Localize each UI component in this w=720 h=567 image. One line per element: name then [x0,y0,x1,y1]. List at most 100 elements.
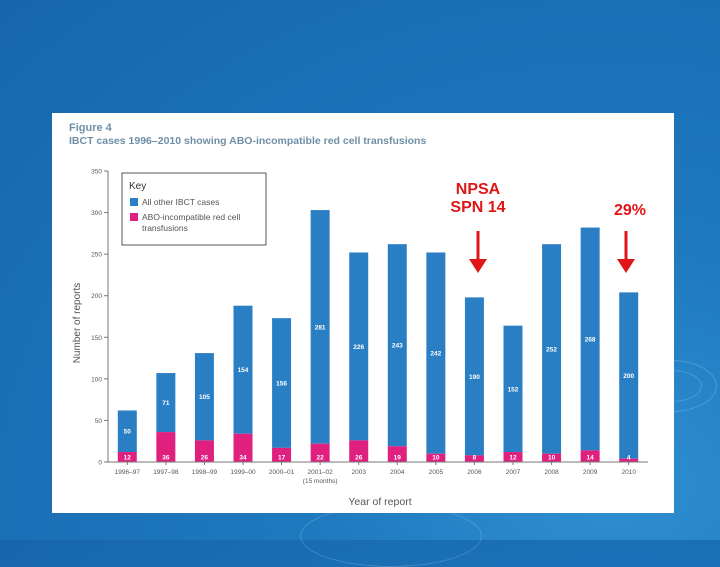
y-tick-label: 150 [91,335,102,342]
bar-abo-incompatible [117,452,137,462]
legend-entry-abo: ABO-incompatible red cell transfusions [142,212,243,233]
data-label-other: 281 [315,324,326,331]
y-axis-label: Number of reports [72,283,83,364]
legend-swatch-abo [130,213,138,221]
legend-box [121,172,267,246]
bar-other-ibct [272,318,292,448]
data-label-abo: 12 [509,455,517,462]
legend-title: Key [129,181,146,192]
data-label-other: 252 [546,346,557,353]
data-label-other: 226 [353,344,364,351]
bar-other-ibct [117,410,137,453]
x-tick-label: 1996–97 [115,469,141,476]
bar-abo-incompatible [580,450,600,462]
bar-abo-incompatible [310,443,330,462]
bar-abo-incompatible [542,453,562,462]
data-label-other: 154 [238,367,249,374]
figure-title: IBCT cases 1996–2010 showing ABO-incompa… [69,135,427,147]
data-label-abo: 10 [548,455,556,462]
data-label-other: 243 [392,343,403,350]
data-label-other: 268 [585,336,596,343]
data-label-abo: 14 [587,455,595,462]
data-label-abo: 36 [162,455,170,462]
bar-other-ibct [194,353,214,441]
percent-arrow [617,231,635,273]
data-label-abo: 10 [432,455,440,462]
bar-abo-incompatible [272,447,292,462]
bar-abo-incompatible [349,440,369,462]
data-label-abo: 22 [317,455,325,462]
x-tick-label: 2001–02 [307,469,333,476]
y-tick-label: 250 [91,252,102,259]
bars: 50 12 71 36 105 26 154 34 156 17 281 22 226 26 243 19 24… [117,210,639,462]
x-tick-note: (15 months) [303,478,338,485]
x-tick-label: 2000–01 [269,469,295,476]
percent-annotation: 29% [613,202,647,219]
bar-other-ibct [349,252,369,441]
data-label-abo: 19 [394,455,402,462]
x-axis: 1996–97 1997–98 1998–99 1999–00 2000–01 2001–… [108,461,648,485]
x-tick-label: 1998–99 [192,469,218,476]
y-tick-label: 50 [95,418,103,425]
data-label-other: 105 [199,394,210,401]
x-tick-label: 2007 [506,469,521,476]
bar-other-ibct [464,297,484,456]
bar-other-ibct [619,292,639,459]
bar-abo-incompatible [503,452,523,462]
data-label-other: 152 [508,386,519,393]
bar-abo-incompatible [387,446,407,462]
bar-other-ibct [580,227,600,451]
y-axis: 0 50 100 150 200 250 300 350 [91,169,109,467]
data-label-abo: 12 [124,455,132,462]
stacked-bar-chart: 0 50 100 150 200 250 300 350 50 12 71 36 105 26 154 34… [72,169,648,508]
x-tick-label: 2003 [351,469,366,476]
bar-other-ibct [503,325,523,453]
bar-other-ibct [426,252,446,454]
bar-abo-incompatible [156,432,176,462]
bar-abo-incompatible [426,453,446,462]
legend-entry-abo-line2: transfusions [142,223,188,233]
figure-panel: Figure 4 IBCT cases 1996–2010 showing AB… [52,113,674,513]
x-tick-label: 2004 [390,469,405,476]
npsa-annotation: NPSA SPN 14 [438,181,518,217]
bar-abo-incompatible [233,433,253,462]
data-label-abo: 26 [201,455,209,462]
data-label-other: 242 [430,351,441,358]
data-label-other: 200 [623,373,634,380]
y-tick-label: 200 [91,293,102,300]
data-label-abo: 34 [239,455,247,462]
data-label-abo: 8 [473,455,477,462]
figure-caption: Figure 4 IBCT cases 1996–2010 showing AB… [69,122,426,148]
data-label-other: 71 [162,400,170,407]
x-tick-label: 2010 [621,469,636,476]
x-tick-label: 1997–98 [153,469,179,476]
npsa-annotation-line1: NPSA [455,181,501,198]
x-tick-label: 2008 [544,469,559,476]
npsa-annotation-line2: SPN 14 [450,199,506,216]
y-tick-label: 350 [91,169,102,176]
data-label-abo: 26 [355,455,363,462]
bar-other-ibct [156,373,176,433]
bar-other-ibct [233,305,253,434]
data-label-other: 190 [469,374,480,381]
data-label-abo: 4 [627,455,631,462]
background-ripple [300,505,482,567]
y-tick-label: 300 [91,210,102,217]
x-tick-label: 2005 [429,469,444,476]
bar-abo-incompatible [619,458,639,462]
y-tick-label: 100 [91,376,102,383]
legend-entry-abo-line1: ABO-incompatible red cell [142,212,240,222]
y-tick-label: 0 [98,460,102,467]
npsa-arrow [469,231,487,273]
x-tick-label: 2006 [467,469,482,476]
data-label-abo: 17 [278,455,286,462]
legend-swatch-other [130,198,138,206]
legend: Key All other IBCT cases ABO-incompatibl… [121,172,267,246]
data-label-other: 50 [124,429,132,436]
bar-abo-incompatible [194,440,214,462]
bar-other-ibct [387,244,407,447]
data-label-other: 156 [276,381,287,388]
legend-entry-other: All other IBCT cases [142,197,219,207]
x-axis-label: Year of report [348,496,411,508]
bar-other-ibct [310,210,330,444]
